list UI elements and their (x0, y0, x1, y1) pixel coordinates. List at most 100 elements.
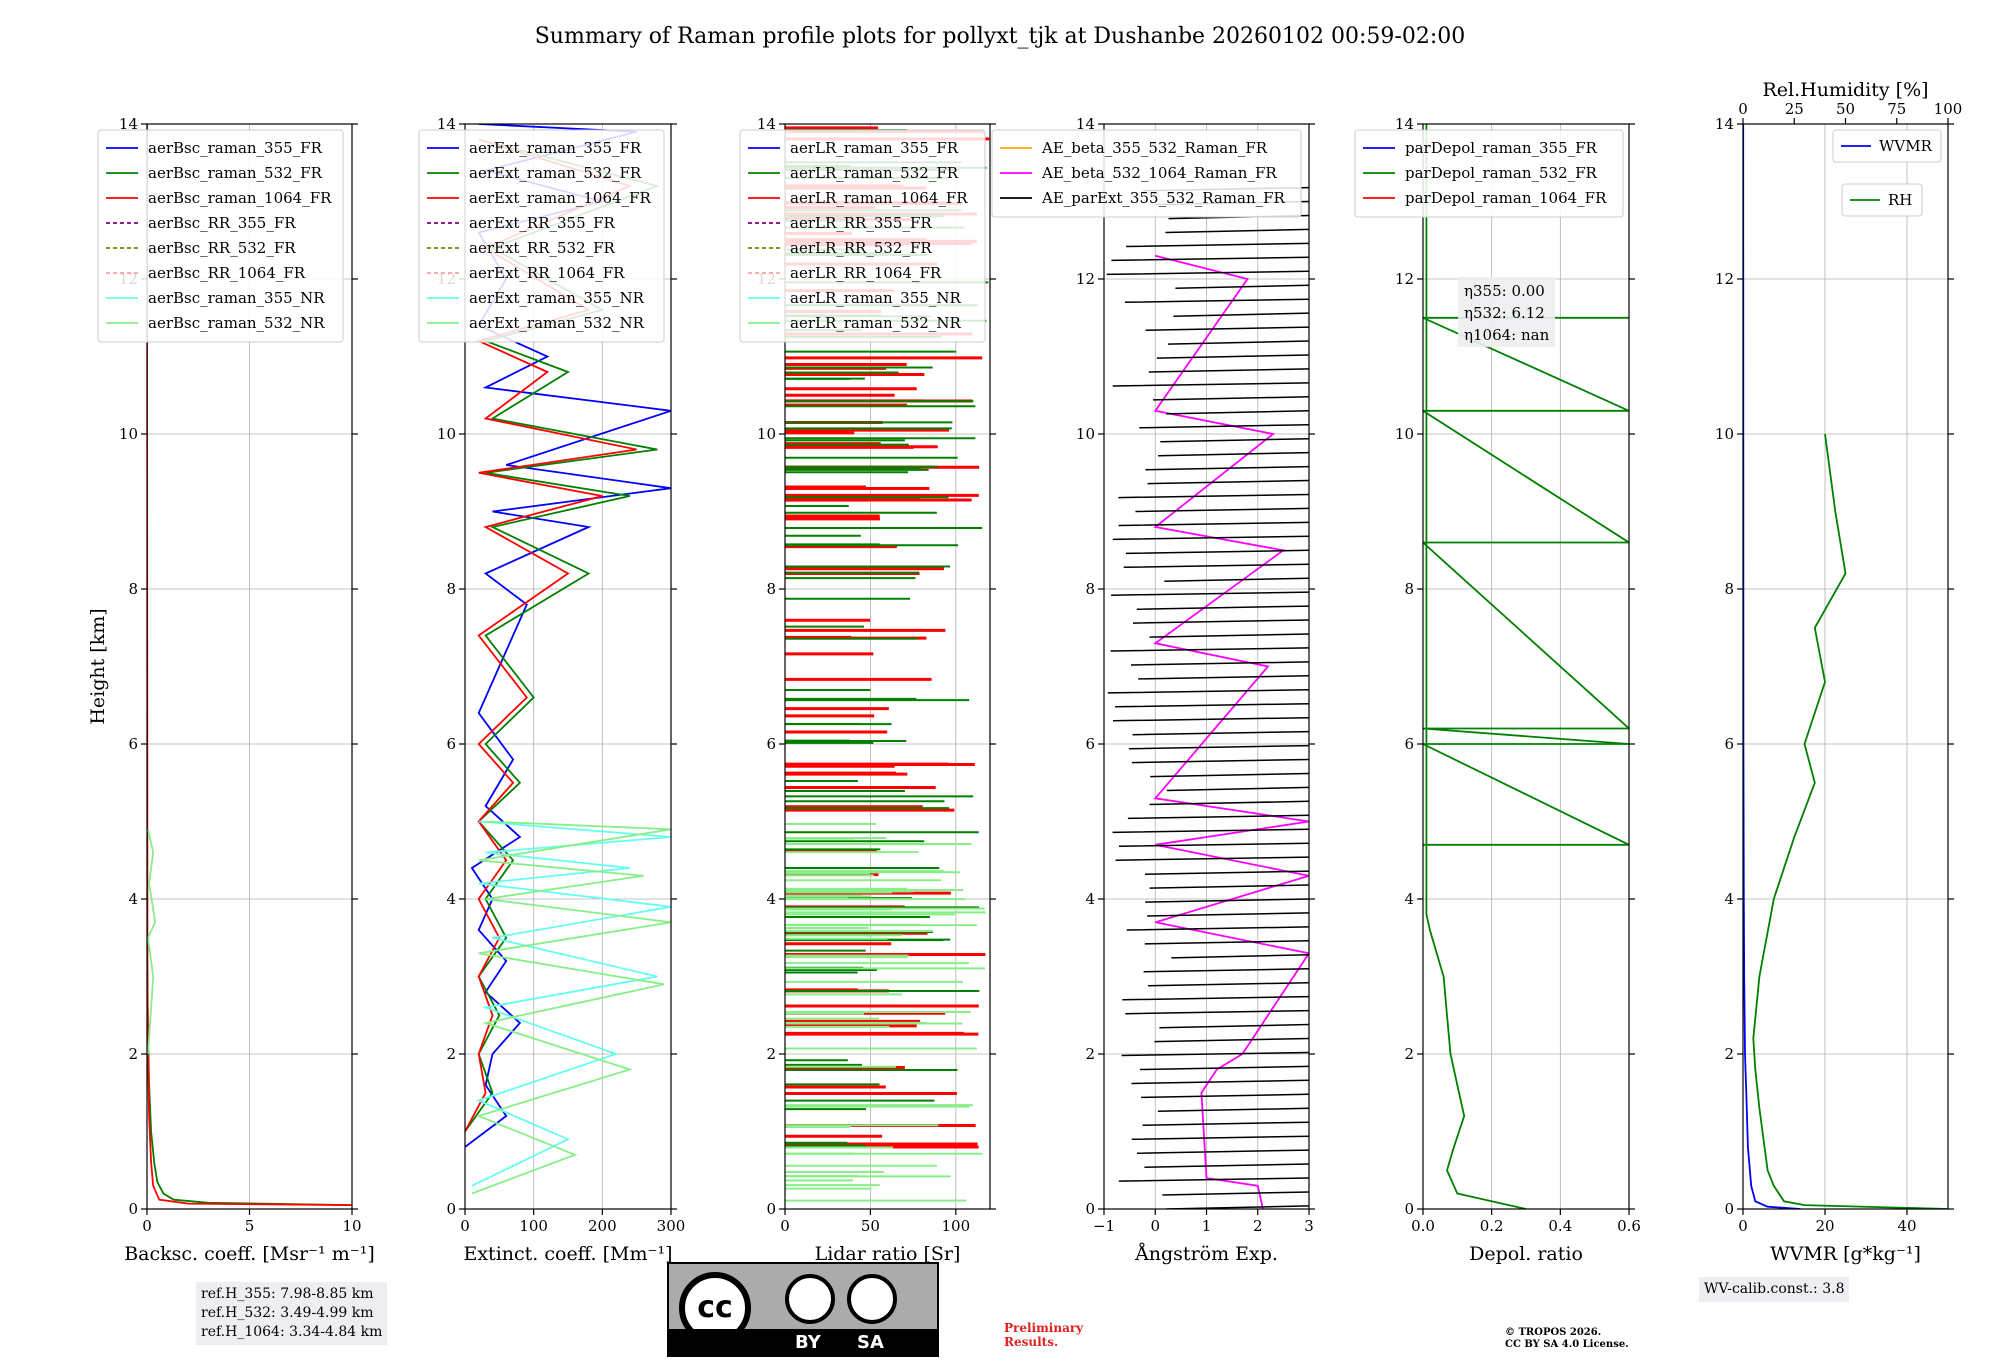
ref-h-355: ref.H_355: 7.98-8.85 km (201, 1286, 374, 1302)
eta-label: η1064: nan (1464, 326, 1550, 344)
legend-label: parDepol_raman_532_FR (1405, 164, 1598, 182)
eta-label: η532: 6.12 (1464, 304, 1545, 322)
figure-title: Summary of Raman profile plots for polly… (535, 24, 1466, 49)
x-tick-label: 40 (1897, 1217, 1916, 1235)
y-tick-label: 2 (1404, 1045, 1414, 1063)
y-tick-label: 0 (1085, 1200, 1095, 1218)
axes-frame (784, 123, 991, 1210)
x-tick-label: 0 (1738, 1217, 1748, 1235)
legend-label: AE_parExt_355_532_Raman_FR (1041, 189, 1286, 207)
x-tick-label: 0.2 (1480, 1217, 1504, 1235)
legend-box (97, 129, 344, 343)
y-tick-label: 12 (1395, 270, 1414, 288)
x-tick-label: 2 (1253, 1217, 1263, 1235)
x-tick-label: 5 (245, 1217, 255, 1235)
legend-label: aerLR_RR_355_FR (790, 214, 932, 232)
y-tick-label: 14 (119, 115, 138, 133)
legend-label: aerBsc_RR_1064_FR (148, 264, 306, 282)
x-axis-label: Backsc. coeff. [Msr⁻¹ m⁻¹] (124, 1243, 375, 1265)
top-tick-label: 75 (1887, 100, 1906, 118)
x-axis-label: WVMR [g*kg⁻¹] (1770, 1243, 1921, 1265)
legend-label: aerBsc_raman_355_NR (148, 289, 325, 307)
share-alike-icon (847, 1274, 897, 1324)
panel-p5: 0 2 4 6 8 10 12 14 0.0 0.2 0.4 0.6 Depol. ratio parDe… (1354, 115, 1641, 1265)
x-tick-label: 100 (519, 1217, 548, 1235)
preliminary-line-2: Results. (1004, 1335, 1059, 1349)
y-tick-label: 10 (119, 425, 138, 443)
legend-label: aerBsc_raman_532_FR (148, 164, 323, 182)
x-axis-label: Depol. ratio (1469, 1243, 1583, 1265)
legend-label: aerLR_RR_1064_FR (790, 264, 942, 282)
legend-box (418, 129, 665, 343)
series-line (1106, 186, 1309, 1209)
x-axis-label: Ångström Exp. (1134, 1243, 1278, 1265)
wv-calib-const: WV-calib.const.: 3.8 (1704, 1281, 1845, 1297)
x-axis-label: Lidar ratio [Sr] (815, 1243, 961, 1265)
x-tick-label: 0.4 (1548, 1217, 1572, 1235)
axes-frame (464, 123, 672, 1210)
cc-sa-label: SA (857, 1332, 884, 1353)
y-tick-label: 2 (766, 1045, 776, 1063)
y-tick-label: 4 (1085, 890, 1095, 908)
data-layer (1423, 124, 1629, 1209)
top-tick-label: 100 (1934, 100, 1963, 118)
copyright-line-1: © TROPOS 2026. (1505, 1327, 1602, 1338)
y-tick-label: 0 (128, 1200, 138, 1218)
series-line (471, 820, 671, 1195)
y-tick-label: 8 (446, 580, 456, 598)
legend-label: aerExt_raman_1064_FR (469, 189, 651, 207)
legend-label: aerLR_raman_355_FR (790, 139, 959, 157)
panel-p2: 024681012140100200300Extinct. coeff. [Mm… (418, 115, 685, 1265)
legend-label: aerLR_raman_355_NR (790, 289, 961, 307)
x-tick-label: 0 (1150, 1217, 1160, 1235)
legend-label: aerBsc_RR_355_FR (148, 214, 296, 232)
y-tick-label: 6 (1085, 735, 1095, 753)
series-line (1743, 124, 1801, 1209)
x-tick-label: 0.6 (1617, 1217, 1641, 1235)
legend-label: aerExt_RR_355_FR (469, 214, 616, 232)
x-tick-label: 3 (1304, 1217, 1314, 1235)
legend-label: aerExt_raman_355_FR (469, 139, 642, 157)
y-tick-label: 10 (1715, 425, 1734, 443)
y-tick-label: 2 (128, 1045, 138, 1063)
legend-label: parDepol_raman_1064_FR (1405, 189, 1607, 207)
x-axis-label: Extinct. coeff. [Mm⁻¹] (463, 1243, 672, 1265)
preliminary-note: Preliminary Results. (1004, 1321, 1083, 1349)
y-tick-label: 8 (1724, 580, 1734, 598)
legend-label: aerExt_raman_355_NR (469, 289, 645, 307)
legend-label: aerLR_raman_532_NR (790, 314, 961, 332)
y-tick-label: 0 (446, 1200, 456, 1218)
legend-label: aerLR_raman_1064_FR (790, 189, 968, 207)
legend-label: aerExt_RR_1064_FR (469, 264, 625, 282)
y-tick-label: 14 (437, 115, 456, 133)
data-layer (1743, 124, 1948, 1209)
x-tick-label: 50 (861, 1217, 880, 1235)
top-axis-label: Rel.Humidity [%] (1762, 79, 1928, 101)
legend-label: aerBsc_RR_532_FR (148, 239, 296, 257)
y-tick-label: 0 (1724, 1200, 1734, 1218)
top-tick-label: 25 (1785, 100, 1804, 118)
legend-label: aerBsc_raman_355_FR (148, 139, 323, 157)
x-tick-label: 10 (342, 1217, 361, 1235)
y-tick-label: 6 (446, 735, 456, 753)
y-tick-label: 8 (766, 580, 776, 598)
axes-frame (1742, 123, 1949, 1210)
legend-label: aerLR_RR_532_FR (790, 239, 932, 257)
legend-box (991, 129, 1302, 218)
legend-label: RH (1888, 191, 1912, 209)
x-tick-label: −1 (1093, 1217, 1115, 1235)
legend-box (1354, 129, 1624, 218)
legend-label: aerBsc_raman_532_NR (148, 314, 325, 332)
top-tick-label: 50 (1836, 100, 1855, 118)
eta-label: η355: 0.00 (1464, 282, 1545, 300)
series-line (147, 829, 157, 1055)
series-line (1423, 316, 1629, 846)
legend-box (739, 129, 986, 343)
y-tick-label: 4 (1404, 890, 1414, 908)
x-tick-label: 20 (1815, 1217, 1834, 1235)
y-tick-label: 8 (1404, 580, 1414, 598)
legend-label: aerLR_raman_532_FR (790, 164, 959, 182)
cc-badge-bar (669, 1329, 937, 1355)
